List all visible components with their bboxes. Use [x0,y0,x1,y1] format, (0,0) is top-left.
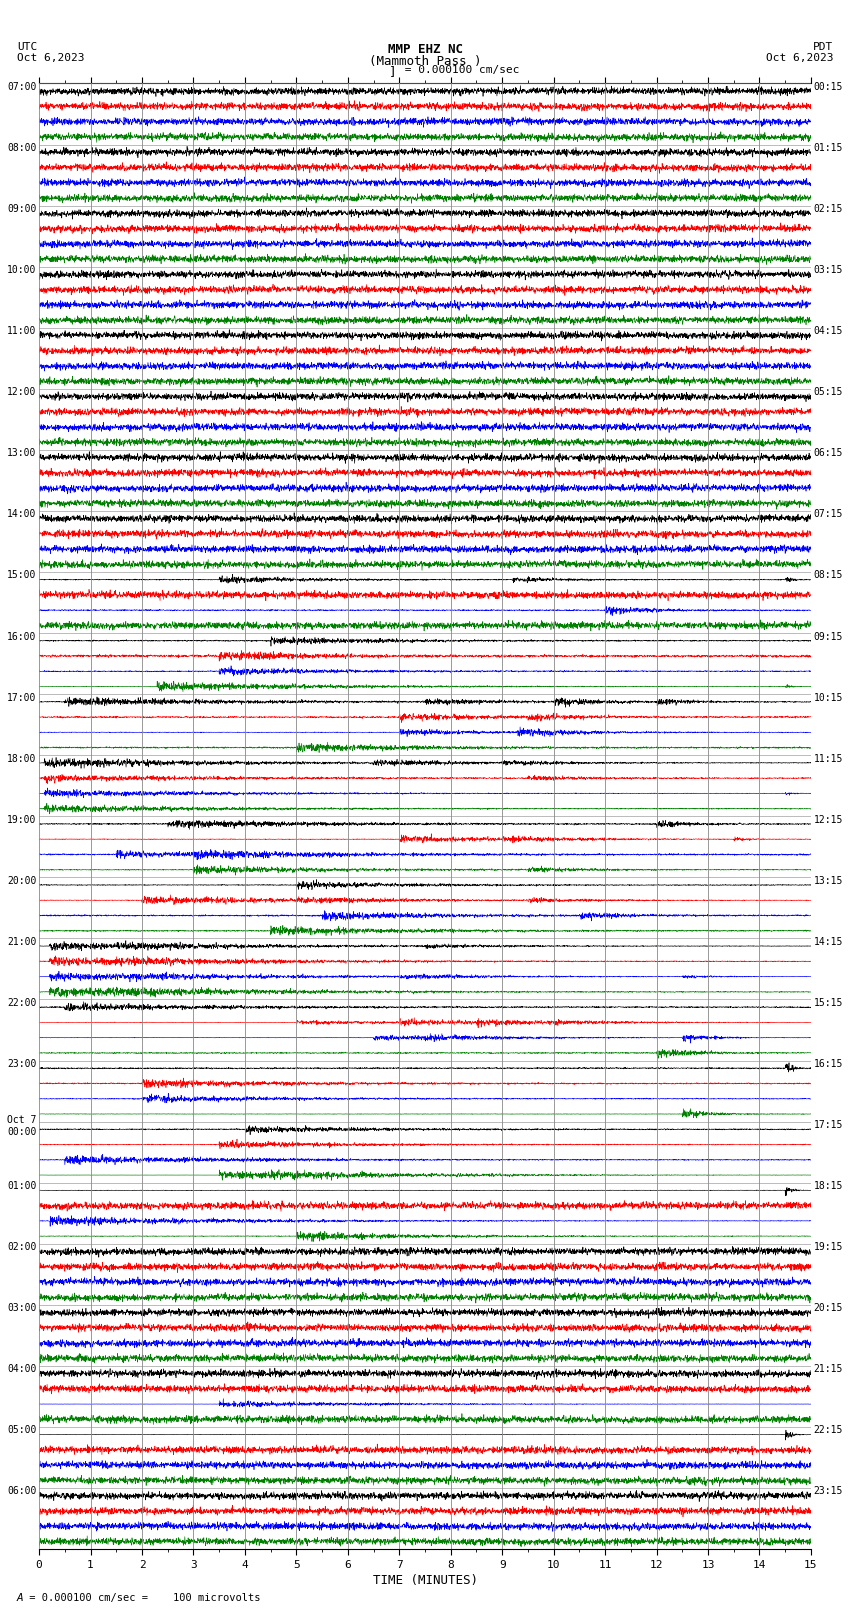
Text: MMP EHZ NC: MMP EHZ NC [388,44,462,56]
Text: (Mammoth Pass ): (Mammoth Pass ) [369,55,481,68]
Text: = 0.000100 cm/sec =    100 microvolts: = 0.000100 cm/sec = 100 microvolts [23,1594,260,1603]
X-axis label: TIME (MINUTES): TIME (MINUTES) [372,1574,478,1587]
Text: PDT: PDT [813,42,833,52]
Text: ]: ] [389,65,397,79]
Text: UTC: UTC [17,42,37,52]
Text: Oct 6,2023: Oct 6,2023 [766,53,833,63]
Text: A: A [17,1594,24,1603]
Text: Oct 6,2023: Oct 6,2023 [17,53,84,63]
Text: = 0.000100 cm/sec: = 0.000100 cm/sec [398,65,519,76]
